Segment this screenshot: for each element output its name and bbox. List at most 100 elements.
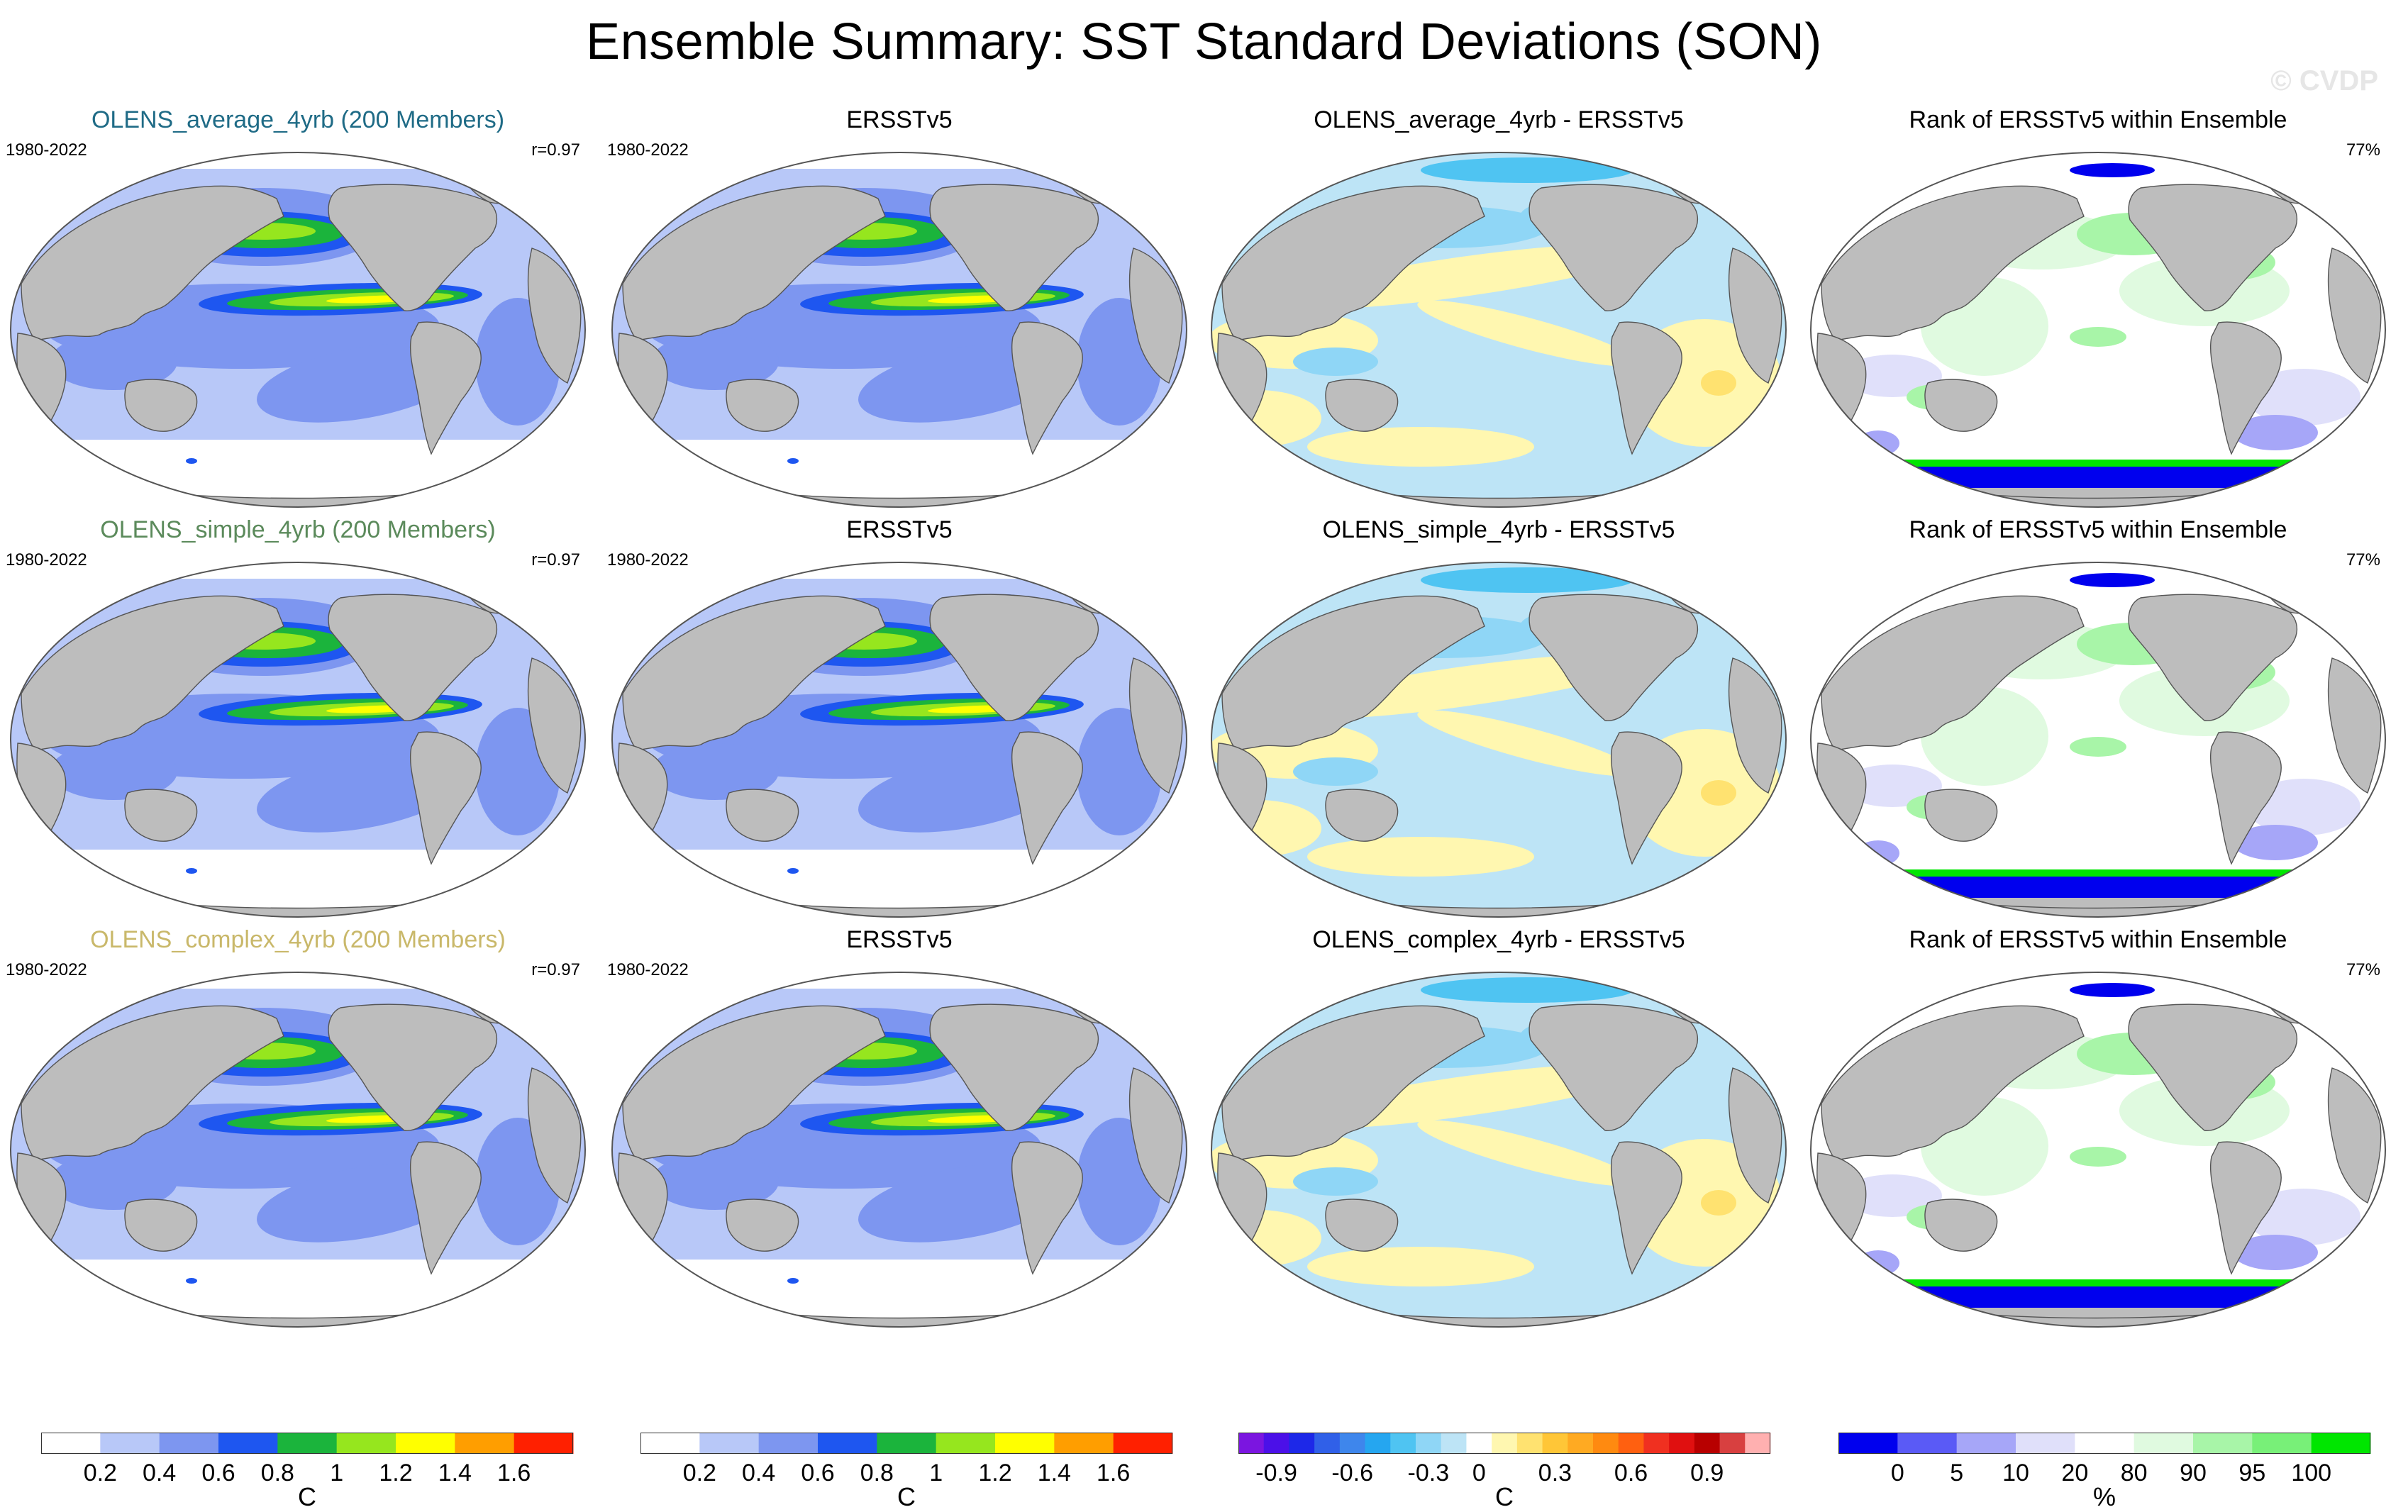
panel-row3-col1: OLENS_complex_4yrb (200 Members) 1980-202… bbox=[0, 926, 596, 1338]
panel-title: OLENS_simple_4yrb - ERSSTv5 bbox=[1322, 516, 1675, 543]
std-2-colorbar-swatch bbox=[758, 1433, 819, 1454]
panel-row1-col2: ERSSTv5 1980-2022 bbox=[601, 106, 1197, 518]
std-1-colorbar-swatch bbox=[159, 1433, 219, 1454]
period-label: 1980-2022 bbox=[607, 140, 689, 160]
panel-title: ERSSTv5 bbox=[846, 516, 953, 543]
std-2-colorbar-swatch bbox=[936, 1433, 996, 1454]
pattern-correlation: r=0.97 bbox=[531, 960, 580, 979]
diff-colorbar-swatch bbox=[1263, 1433, 1289, 1454]
diff-colorbar-swatch bbox=[1694, 1433, 1721, 1454]
rank-colorbar-tick: 80 bbox=[2120, 1460, 2148, 1486]
std-2-colorbar-tick: 1.2 bbox=[978, 1460, 1012, 1486]
panel-title: Rank of ERSSTv5 within Ensemble bbox=[1909, 926, 2287, 953]
std-1-colorbar-swatch bbox=[277, 1433, 338, 1454]
diff-colorbar-swatch bbox=[1669, 1433, 1695, 1454]
period-label: 1980-2022 bbox=[6, 960, 87, 979]
rank-colorbar-swatch bbox=[1838, 1433, 1898, 1454]
rank-colorbar-tick: 10 bbox=[2002, 1460, 2029, 1486]
panel-row2-col4: Rank of ERSSTv5 within Ensemble 77% bbox=[1800, 516, 2396, 928]
std-2-colorbar-unit: C bbox=[897, 1482, 916, 1511]
panel-row1-col1: OLENS_average_4yrb (200 Members) 1980-202… bbox=[0, 106, 596, 518]
panel-title: OLENS_complex_4yrb - ERSSTv5 bbox=[1312, 926, 1685, 953]
std-2-colorbar-tick: 1 bbox=[929, 1460, 943, 1486]
panel-title: OLENS_complex_4yrb (200 Members) bbox=[90, 926, 506, 953]
panel-title: OLENS_average_4yrb - ERSSTv5 bbox=[1314, 106, 1684, 133]
std-1-colorbar-swatch bbox=[455, 1433, 515, 1454]
std-2-colorbar-tick: 0.4 bbox=[742, 1460, 776, 1486]
rank-percent: 77% bbox=[2346, 960, 2380, 979]
rank-map bbox=[1810, 152, 2386, 508]
std-2-colorbar-tick: 0.2 bbox=[682, 1460, 716, 1486]
panel-row1-col3: OLENS_average_4yrb - ERSSTv5 bbox=[1201, 106, 1797, 518]
std-1-colorbar-swatch bbox=[514, 1433, 574, 1454]
rank-colorbar-tick: 0 bbox=[1890, 1460, 1904, 1486]
pattern-correlation: r=0.97 bbox=[531, 550, 580, 569]
diff-colorbar-swatch bbox=[1719, 1433, 1746, 1454]
panel-row3-col3: OLENS_complex_4yrb - ERSSTv5 bbox=[1201, 926, 1797, 1338]
panel-row2-col1: OLENS_simple_4yrb (200 Members) 1980-2022… bbox=[0, 516, 596, 928]
rank-colorbar-swatch bbox=[1897, 1433, 1958, 1454]
rank-colorbar-swatch bbox=[2252, 1433, 2312, 1454]
rank-colorbar-tick: 90 bbox=[2180, 1460, 2207, 1486]
std-map bbox=[10, 152, 586, 508]
rank-colorbar-tick: 20 bbox=[2061, 1460, 2089, 1486]
diff-colorbar-swatch bbox=[1593, 1433, 1619, 1454]
diff-colorbar-swatch bbox=[1441, 1433, 1467, 1454]
diff-colorbar-tick: 0 bbox=[1472, 1460, 1486, 1486]
diff-colorbar-swatch bbox=[1365, 1433, 1391, 1454]
std-2-colorbar-tick: 0.8 bbox=[860, 1460, 894, 1486]
period-label: 1980-2022 bbox=[6, 550, 87, 569]
std-2-colorbar-swatch bbox=[640, 1433, 700, 1454]
diff-colorbar-tick: -0.6 bbox=[1331, 1460, 1373, 1486]
diff-colorbar-tick: -0.9 bbox=[1255, 1460, 1297, 1486]
std-1-colorbar-swatch bbox=[396, 1433, 455, 1454]
diff-colorbar-swatch bbox=[1492, 1433, 1518, 1454]
rank-colorbar-swatch bbox=[2134, 1433, 2194, 1454]
figure-title: Ensemble Summary: SST Standard Deviation… bbox=[586, 13, 1822, 70]
rank-colorbar-unit: % bbox=[2092, 1482, 2116, 1511]
diff-colorbar-swatch bbox=[1745, 1433, 1771, 1454]
diff-colorbar-swatch bbox=[1466, 1433, 1492, 1454]
std-1-colorbar-unit: C bbox=[298, 1482, 316, 1511]
std-2-colorbar-tick: 0.6 bbox=[801, 1460, 835, 1486]
rank-colorbar-tick: 5 bbox=[1950, 1460, 1964, 1486]
std-2-colorbar-swatch bbox=[1113, 1433, 1173, 1454]
std-2-colorbar-swatch bbox=[699, 1433, 760, 1454]
diff-colorbar-swatch bbox=[1643, 1433, 1670, 1454]
rank-colorbar-tick: 95 bbox=[2238, 1460, 2266, 1486]
std-map bbox=[611, 562, 1187, 918]
diff-colorbar-tick: 0.3 bbox=[1538, 1460, 1572, 1486]
diff-colorbar-swatch bbox=[1390, 1433, 1416, 1454]
rank-colorbar-swatch bbox=[2193, 1433, 2253, 1454]
rank-colorbar-swatch bbox=[1956, 1433, 2016, 1454]
diff-colorbar-swatch bbox=[1289, 1433, 1315, 1454]
std-2-colorbar-swatch bbox=[877, 1433, 937, 1454]
rank-colorbar-swatch bbox=[2311, 1433, 2371, 1454]
rank-map bbox=[1810, 562, 2386, 918]
std-1-colorbar-tick: 1.2 bbox=[379, 1460, 413, 1486]
panel-row3-col4: Rank of ERSSTv5 within Ensemble 77% bbox=[1800, 926, 2396, 1338]
std-2-colorbar-swatch bbox=[818, 1433, 877, 1454]
rank-map bbox=[1810, 972, 2386, 1328]
diff-colorbar-swatch bbox=[1238, 1433, 1265, 1454]
std-2-colorbar-swatch bbox=[995, 1433, 1055, 1454]
diff-colorbar-swatch bbox=[1339, 1433, 1366, 1454]
diff-colorbar-tick: -0.3 bbox=[1407, 1460, 1450, 1486]
diff-colorbar-tick: 0.6 bbox=[1614, 1460, 1648, 1486]
rank-percent: 77% bbox=[2346, 550, 2380, 569]
diff-colorbar-swatch bbox=[1314, 1433, 1341, 1454]
diff-colorbar-swatch bbox=[1618, 1433, 1644, 1454]
rank-colorbar-swatch bbox=[2075, 1433, 2135, 1454]
std-1-colorbar-swatch bbox=[218, 1433, 278, 1454]
std-map bbox=[611, 972, 1187, 1328]
std-2-colorbar-tick: 1.6 bbox=[1097, 1460, 1131, 1486]
diff-map bbox=[1211, 152, 1787, 508]
rank-percent: 77% bbox=[2346, 140, 2380, 160]
std-map bbox=[10, 562, 586, 918]
std-map bbox=[611, 152, 1187, 508]
panel-row2-col2: ERSSTv5 1980-2022 bbox=[601, 516, 1197, 928]
pattern-correlation: r=0.97 bbox=[531, 140, 580, 160]
diff-map bbox=[1211, 562, 1787, 918]
rank-colorbar-swatch bbox=[2016, 1433, 2075, 1454]
std-1-colorbar-swatch bbox=[41, 1433, 101, 1454]
